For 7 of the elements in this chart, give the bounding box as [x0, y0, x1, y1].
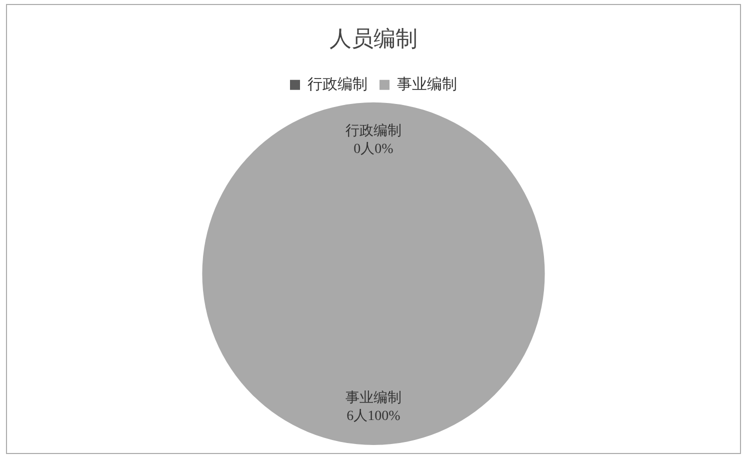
- slice-label: 事业编制: [346, 390, 402, 406]
- legend-label: 事业编制: [397, 76, 457, 93]
- text: 0人0%: [354, 142, 394, 157]
- legend-label: 行政编制: [308, 76, 368, 93]
- category-label: 行政编制: [346, 124, 402, 139]
- chart-title: 人员编制: [330, 26, 418, 51]
- data-label: 6人100%: [346, 408, 401, 424]
